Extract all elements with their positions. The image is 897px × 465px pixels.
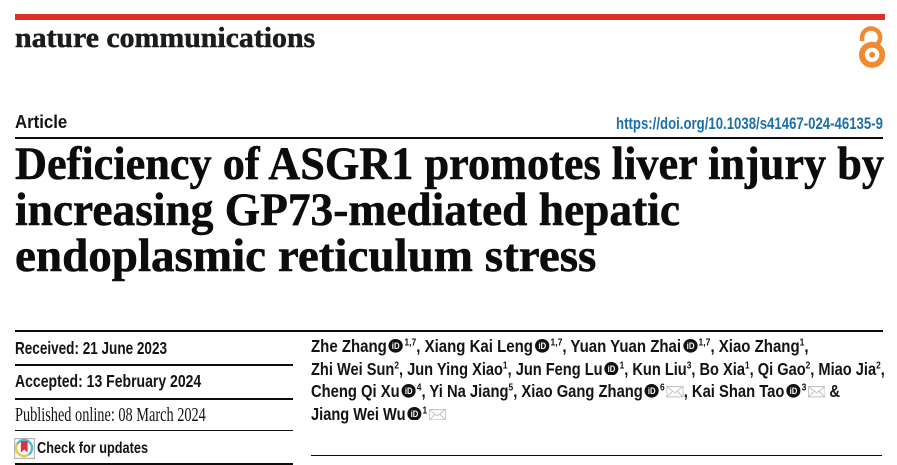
svg-text:iD: iD [538,341,546,352]
svg-text:iD: iD [405,385,413,396]
svg-text:iD: iD [608,363,616,374]
svg-text:iD: iD [411,408,419,419]
svg-text:iD: iD [790,385,798,396]
svg-text:iD: iD [686,341,694,352]
svg-text:iD: iD [648,385,656,396]
svg-text:iD: iD [392,341,400,352]
